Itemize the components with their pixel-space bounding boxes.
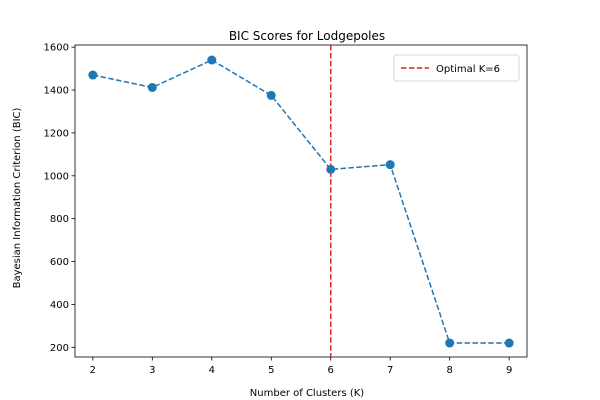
data-point (207, 55, 217, 65)
series-group (88, 55, 514, 348)
y-tick-label: 600 (50, 257, 69, 268)
series-line (92, 59, 510, 344)
x-tick-label: 2 (90, 365, 96, 376)
y-tick-label: 1200 (44, 128, 69, 139)
x-tick-label: 3 (149, 365, 155, 376)
x-tick-label: 8 (446, 365, 452, 376)
data-point (266, 90, 276, 100)
x-axis: 2 3 4 5 6 7 8 9 (90, 357, 512, 376)
data-point (326, 164, 336, 174)
y-tick-label: 1000 (44, 171, 69, 182)
y-tick-label: 400 (50, 300, 69, 311)
legend-box (393, 54, 520, 82)
y-tick-label: 1400 (44, 86, 69, 97)
x-tick-label: 5 (268, 365, 274, 376)
y-tick-label: 200 (50, 343, 69, 354)
data-point (504, 338, 514, 348)
data-point (445, 338, 455, 348)
data-point (147, 82, 157, 92)
x-tick-label: 4 (209, 365, 215, 376)
x-axis-label: Number of Clusters (K) (250, 388, 365, 399)
y-tick-label: 1600 (44, 43, 69, 54)
chart-title: BIC Scores for Lodgepoles (229, 29, 385, 43)
axes-frame (74, 44, 528, 358)
x-tick-label: 9 (506, 365, 512, 376)
x-tick-label: 6 (328, 365, 334, 376)
plot-area (74, 44, 528, 358)
data-point (88, 70, 98, 80)
legend-label-optimal-k: Optimal K=6 (436, 64, 500, 75)
y-axis: 200 400 600 800 1000 1200 1400 1600 (44, 43, 75, 354)
x-tick-label: 7 (387, 365, 393, 376)
y-axis-label: Bayesian Information Criterion (BIC) (12, 107, 23, 288)
data-point (385, 160, 395, 170)
y-tick-label: 800 (50, 214, 69, 225)
legend: Optimal K=6 (393, 54, 520, 82)
